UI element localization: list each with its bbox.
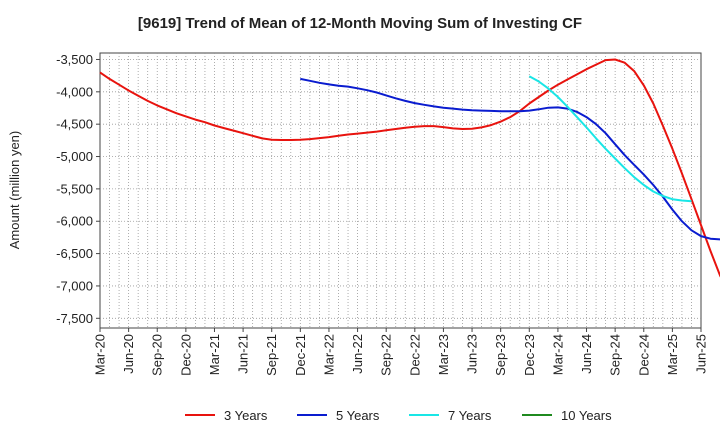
y-tick-label: -6,000	[56, 214, 93, 229]
x-tick-label: Sep-20	[150, 334, 165, 376]
chart-title: [9619] Trend of Mean of 12-Month Moving …	[138, 15, 582, 32]
y-tick-label: -7,500	[56, 311, 93, 326]
legend-label: 7 Years	[448, 408, 492, 423]
x-tick-label: Mar-20	[93, 334, 108, 375]
legend-label: 3 Years	[224, 408, 268, 423]
y-tick-label: -3,500	[56, 52, 93, 67]
x-tick-label: Jun-23	[465, 334, 480, 374]
y-tick-label: -4,500	[56, 117, 93, 132]
x-tick-label: Mar-24	[550, 334, 565, 375]
x-tick-label: Jun-20	[121, 334, 136, 374]
x-tick-label: Dec-23	[522, 334, 537, 376]
x-axis: Mar-20 Jun-20 Sep-20 Dec-20 Mar-21 Jun-21 Sep-…	[93, 328, 709, 376]
x-tick-label: Jun-24	[579, 334, 594, 374]
series-lines	[99, 58, 720, 278]
x-tick-label: Jun-22	[350, 334, 365, 374]
x-tick-label: Mar-21	[207, 334, 222, 375]
legend: 3 Years 5 Years 7 Years 10 Years	[185, 408, 612, 423]
y-axis-label: Amount (million yen)	[7, 131, 22, 250]
legend-label: 5 Years	[336, 408, 380, 423]
x-tick-label: Sep-23	[493, 334, 508, 376]
x-tick-label: Mar-22	[321, 334, 336, 375]
x-tick-label: Sep-21	[264, 334, 279, 376]
plot-area	[99, 52, 702, 329]
x-tick-label: Dec-24	[636, 334, 651, 376]
x-tick-label: Sep-24	[608, 334, 623, 376]
x-tick-label: Dec-20	[178, 334, 193, 376]
series-line-3-years	[99, 58, 720, 278]
y-tick-label: -4,000	[56, 84, 93, 99]
y-tick-label: -7,000	[56, 278, 93, 293]
legend-label: 10 Years	[561, 408, 612, 423]
y-tick-label: -5,000	[56, 149, 93, 164]
x-tick-label: Jun-21	[236, 334, 251, 374]
series-line-5-years	[300, 77, 720, 241]
series-line-7-years	[528, 75, 692, 203]
x-tick-label: Dec-22	[407, 334, 422, 376]
x-tick-label: Sep-22	[379, 334, 394, 376]
y-tick-label: -5,500	[56, 181, 93, 196]
x-tick-label: Dec-21	[293, 334, 308, 376]
x-tick-label: Jun-25	[694, 334, 709, 374]
x-tick-label: Mar-25	[665, 334, 680, 375]
y-tick-label: -6,500	[56, 246, 93, 261]
y-axis: -3,500 -4,000 -4,500 -5,000 -5,500 -6,000 -6,5…	[56, 52, 100, 326]
x-tick-label: Mar-23	[436, 334, 451, 375]
